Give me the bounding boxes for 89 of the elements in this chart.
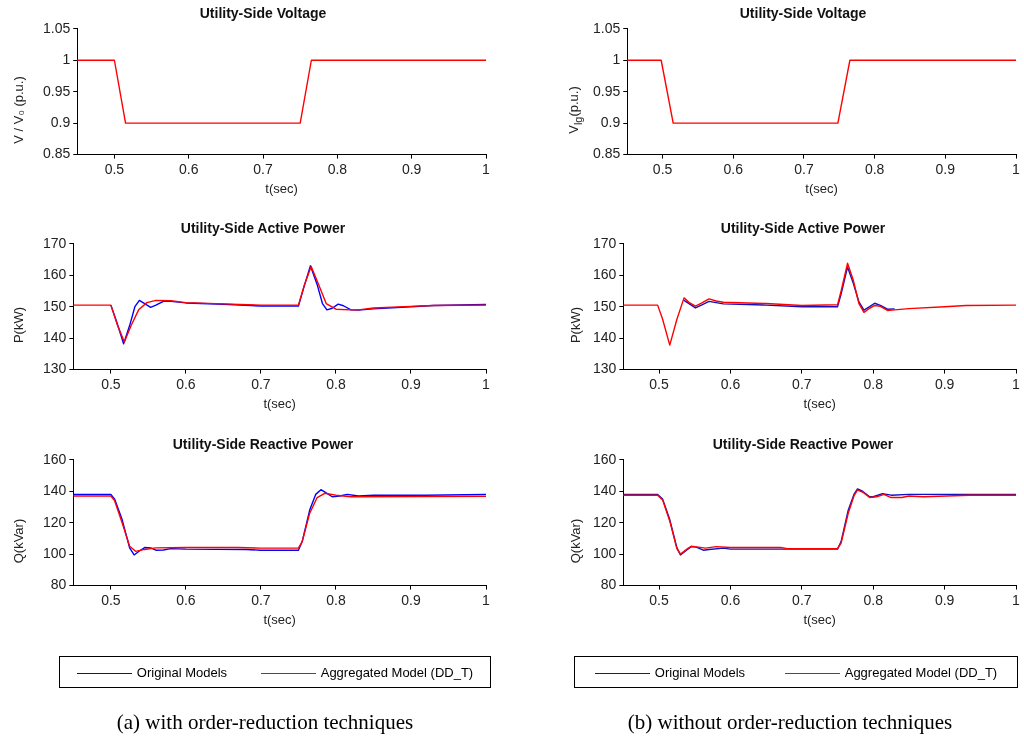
x-tick-label: 0.8 (326, 591, 346, 608)
y-tick-label: 80 (600, 576, 617, 593)
y-axis-title: V / V₀ (p.u.) (10, 75, 26, 144)
y-tick-label: 150 (43, 297, 67, 314)
x-tick-label: 0.6 (176, 591, 196, 608)
x-tick-label: 0.7 (792, 375, 812, 392)
x-tick-label: 0.7 (792, 591, 812, 608)
x-tick-label: 0.7 (251, 375, 271, 392)
chart-title: Utility-Side Voltage (199, 5, 327, 22)
x-tick-label: 0.7 (253, 160, 273, 177)
x-axis-title: t(sec) (263, 395, 296, 411)
x-tick-label: 1 (482, 160, 491, 177)
x-tick-label: 0.8 (863, 591, 884, 608)
x-axis-title: t(sec) (263, 611, 296, 627)
y-tick-label: 140 (593, 329, 617, 346)
y-tick-label: 80 (50, 576, 67, 593)
y-tick-label: 140 (43, 329, 67, 346)
y-tick-label: 130 (593, 360, 617, 377)
y-tick-label: 160 (43, 450, 67, 467)
y-tick-label: 1.05 (593, 19, 621, 36)
y-axis-title: Q(kVar) (567, 518, 583, 563)
x-axis-title: t(sec) (265, 180, 298, 196)
x-tick-label: 1 (1012, 591, 1021, 608)
y-tick-label: 1 (62, 51, 71, 68)
legend-label: Aggregated Model (DD_T) (320, 664, 474, 680)
x-tick-label: 1 (482, 375, 491, 392)
x-tick-label: 0.9 (401, 375, 421, 392)
x-axis-title: t(sec) (805, 180, 838, 196)
x-tick-label: 0.9 (934, 375, 955, 392)
x-tick-label: 1 (482, 591, 491, 608)
x-tick-label: 0.5 (104, 160, 125, 177)
chart-title: Utility-Side Active Power (720, 220, 886, 237)
y-tick-label: 0.85 (43, 145, 71, 162)
x-tick-label: 0.5 (649, 591, 669, 608)
y-tick-label: 0.95 (43, 82, 71, 99)
y-tick-label: 150 (593, 297, 617, 314)
x-tick-label: 0.6 (176, 375, 196, 392)
x-tick-label: 0.8 (863, 375, 884, 392)
y-tick-label: 100 (43, 545, 67, 562)
x-tick-label: 0.9 (935, 160, 956, 177)
chart-title: Utility-Side Active Power (180, 220, 346, 237)
x-tick-label: 0.9 (401, 160, 422, 177)
x-tick-label: 0.6 (178, 160, 199, 177)
y-tick-label: 170 (43, 234, 67, 251)
x-tick-label: 0.7 (794, 160, 814, 177)
x-tick-label: 0.6 (720, 591, 741, 608)
x-tick-label: 0.6 (723, 160, 744, 177)
y-tick-label: 160 (43, 266, 67, 283)
y-axis-title: P(kW) (567, 306, 583, 343)
x-tick-label: 0.5 (649, 375, 669, 392)
y-tick-label: 160 (593, 450, 617, 467)
legend-label: Original Models (654, 664, 746, 680)
chart-title: Utility-Side Reactive Power (172, 436, 354, 453)
x-tick-label: 0.7 (251, 591, 271, 608)
x-tick-label: 0.8 (864, 160, 885, 177)
text: (a) with order-reduction techniques (116, 710, 414, 735)
x-axis-title: t(sec) (803, 395, 836, 411)
x-axis-title: t(sec) (803, 611, 836, 627)
y-tick-label: 130 (43, 360, 67, 377)
x-tick-label: 0.6 (720, 375, 741, 392)
y-tick-label: 100 (593, 545, 617, 562)
y-tick-label: 0.9 (50, 114, 71, 131)
x-tick-label: 1 (1012, 160, 1021, 177)
y-tick-label: 0.85 (593, 145, 621, 162)
x-tick-label: 0.5 (652, 160, 673, 177)
x-tick-label: 0.8 (326, 375, 346, 392)
x-tick-label: 0.9 (934, 591, 955, 608)
y-tick-label: 0.9 (600, 114, 621, 131)
y-tick-label: 160 (593, 266, 617, 283)
y-tick-label: 1.05 (43, 19, 71, 36)
x-tick-label: 0.9 (401, 591, 421, 608)
y-tick-label: 140 (43, 482, 67, 499)
x-tick-label: 0.5 (101, 591, 121, 608)
y-tick-label: 120 (593, 513, 617, 530)
y-axis-title: Q(kVar) (10, 518, 26, 563)
y-tick-label: 170 (593, 234, 617, 251)
y-tick-label: 0.95 (593, 82, 621, 99)
chart-title: Utility-Side Voltage (739, 5, 867, 22)
y-axis-title: P(kW) (10, 306, 26, 343)
chart-title: Utility-Side Reactive Power (712, 436, 894, 453)
x-tick-label: 0.8 (327, 160, 348, 177)
y-tick-label: 120 (43, 513, 67, 530)
text: (b) without order-reduction techniques (627, 710, 953, 735)
x-tick-label: 1 (1012, 375, 1021, 392)
legend-label: Original Models (136, 664, 228, 680)
y-tick-label: 1 (612, 51, 621, 68)
legend-label: Aggregated Model (DD_T) (844, 664, 998, 680)
y-tick-label: 140 (593, 482, 617, 499)
x-tick-label: 0.5 (101, 375, 121, 392)
